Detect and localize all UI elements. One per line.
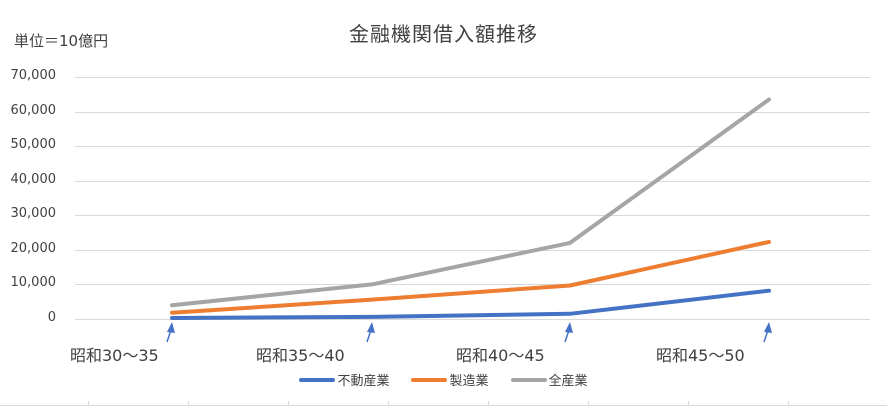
unit-label: 単位＝10億円	[14, 32, 109, 50]
y-tick-label: 10,000	[10, 275, 57, 291]
legend: 不動産業 製造業 全産業	[0, 370, 887, 389]
x-axis-label: 昭和30～35	[70, 346, 159, 365]
annotation-arrow-icon	[763, 322, 772, 343]
gridline	[75, 146, 870, 148]
annotation-arrow-icon	[166, 322, 175, 343]
gridline	[75, 284, 870, 286]
legend-item-all-industries: 全産業	[510, 370, 588, 389]
gridline	[75, 180, 870, 182]
annotation-arrow-icon	[366, 322, 375, 343]
y-tick-label: 0	[47, 310, 56, 325]
x-axis-label: 昭和40～45	[456, 346, 545, 365]
legend-swatch-manufacturing	[411, 377, 448, 382]
gridline	[75, 249, 870, 251]
legend-swatch-real-estate	[299, 377, 336, 382]
gridline	[75, 319, 870, 320]
tick-mark	[688, 401, 689, 405]
gridline	[75, 111, 870, 113]
chart-title: 金融機関借入額推移	[349, 22, 538, 46]
series-line	[170, 97, 771, 308]
x-axis-label: 昭和45～50	[656, 346, 745, 365]
x-axis-label: 昭和35～40	[256, 346, 345, 365]
y-tick-label: 20,000	[10, 240, 57, 256]
legend-item-manufacturing: 製造業	[411, 370, 489, 389]
gridline	[75, 77, 870, 78]
tick-mark	[188, 401, 189, 405]
legend-swatch-all-industries	[510, 377, 547, 382]
annotation-arrow-icon	[564, 322, 573, 343]
tick-mark	[388, 401, 389, 405]
legend-item-real-estate: 不動産業	[299, 370, 389, 389]
tick-mark	[788, 401, 789, 405]
y-tick-label: 50,000	[10, 137, 57, 153]
legend-label: 不動産業	[337, 374, 390, 389]
tick-mark	[288, 401, 289, 405]
series-line	[170, 288, 771, 320]
tick-mark	[588, 401, 589, 405]
legend-label: 製造業	[449, 374, 489, 389]
tick-mark	[488, 401, 489, 405]
y-tick-label: 60,000	[10, 102, 57, 118]
y-tick-label: 30,000	[10, 206, 57, 222]
series-line	[170, 239, 771, 315]
gridline	[75, 215, 870, 217]
legend-label: 全産業	[548, 374, 588, 389]
bottom-divider	[0, 405, 887, 406]
tick-mark	[88, 401, 89, 405]
y-tick-label: 70,000	[10, 68, 57, 83]
y-tick-label: 40,000	[10, 171, 57, 187]
